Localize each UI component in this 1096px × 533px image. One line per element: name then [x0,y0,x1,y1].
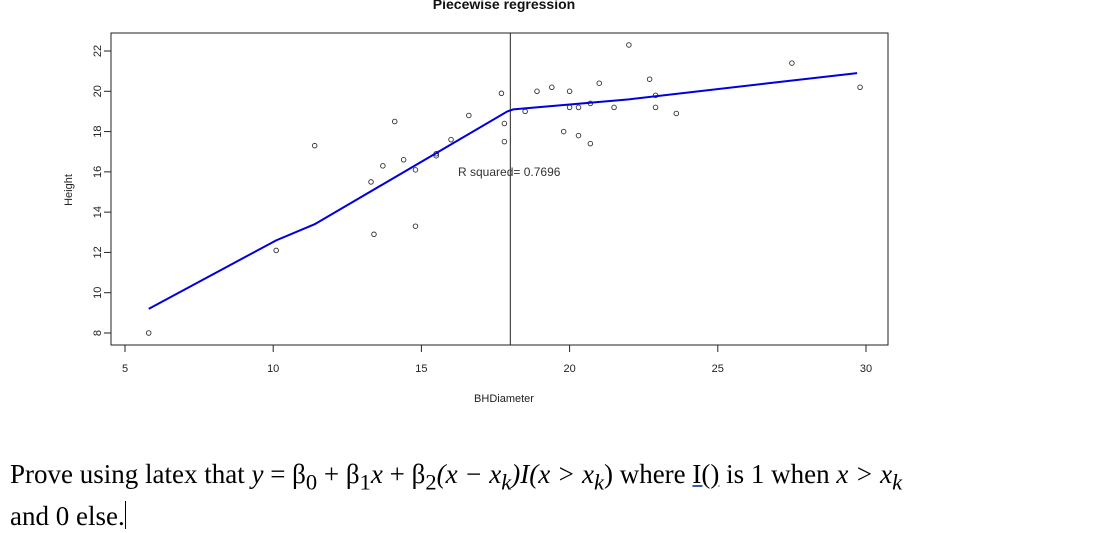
data-point [498,90,505,97]
where-text: where [619,459,686,489]
math-sub-2: 2 [425,469,437,495]
math-paren-open: (x − x [436,459,502,489]
data-point [534,88,540,95]
data-point [466,112,472,119]
data-point [566,104,573,111]
data-point [673,110,680,117]
math-sub-k1: k [501,469,512,495]
data-point [371,231,377,238]
math-plus1: + β [323,459,360,489]
math-paren-close: )I(x > x [511,459,594,489]
indicator-text: I() [692,459,720,489]
data-point [391,118,398,125]
is-one-when-text: is 1 when [726,459,830,489]
y-tick-label: 18 [92,125,104,137]
math-sub-k3: k [892,469,903,495]
x-tick-label: 20 [563,363,575,375]
data-point [646,76,653,82]
document-text[interactable]: Prove using latex that y = β0 + β1x + β2… [10,457,1090,533]
data-point [412,223,419,229]
data-point [501,138,508,145]
data-point [522,108,528,115]
x-tick-label: 25 [712,363,724,375]
data-point [501,120,508,127]
math-sub-1: 1 [359,469,371,495]
text-cursor [124,501,126,530]
math-sub-k2: k [593,469,604,495]
math-eq1: = β [270,459,306,489]
x-axis: 5 10 15 20 25 30 [122,344,872,375]
data-point [611,104,617,111]
r-squared-annotation: R squared= 0.7696 [458,165,561,179]
y-axis-label: Height [63,174,75,206]
prove-text: Prove using latex that [10,459,245,489]
data-point [412,167,419,173]
piecewise-regression-chart: Piecewise regression 5 10 15 20 25 30 8 10 12 14… [63,0,889,405]
y-tick-label: 14 [92,206,104,218]
data-point [575,132,582,139]
data-point [566,88,573,95]
x-tick-label: 5 [122,363,128,375]
y-tick-label: 8 [92,330,104,336]
x-axis-label: BHDiameter [474,393,534,405]
tail-text: and 0 else. [10,501,125,532]
math-y: y [251,459,264,489]
data-point [380,163,386,169]
y-tick-label: 20 [92,85,104,97]
x-tick-label: 15 [415,363,427,375]
math-plus2: + β [389,459,426,489]
data-point [652,104,659,111]
math-close: ) [603,459,613,489]
y-tick-label: 10 [92,287,104,299]
data-point [587,140,594,147]
data-point [596,80,602,86]
data-point [857,84,863,91]
data-point [311,142,318,149]
data-point [400,157,407,163]
data-point [145,330,152,336]
y-tick-label: 22 [92,45,104,57]
data-point [448,136,454,143]
plot-frame [110,32,889,346]
data-points [145,42,863,336]
math-cond: x > x [836,459,893,489]
data-point [789,60,795,66]
data-point [560,128,567,135]
data-point [549,84,555,91]
fit-line [148,72,858,310]
chart-title: Piecewise regression [433,0,575,12]
math-x: x [370,459,383,489]
x-tick-label: 30 [860,363,872,375]
y-tick-label: 16 [92,166,104,178]
math-sub-0: 0 [305,469,318,495]
data-point [273,247,279,254]
x-tick-label: 10 [267,363,279,375]
data-point [626,42,632,48]
y-tick-label: 12 [92,246,104,258]
data-point [575,104,582,111]
data-point [368,179,374,185]
y-axis: 8 10 12 14 16 18 20 22 [92,45,112,336]
